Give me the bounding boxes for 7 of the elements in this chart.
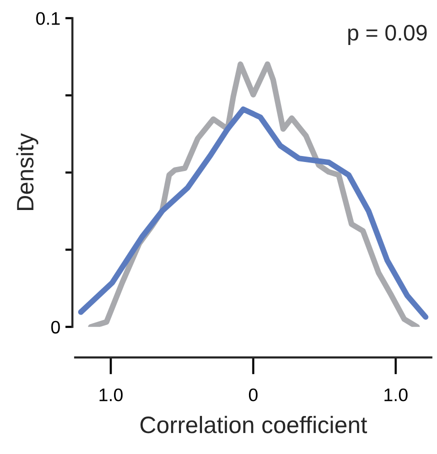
annotation: p = 0.09 — [348, 24, 427, 46]
x-axis-title: Correlation coefficient — [140, 416, 368, 434]
x-tick-label: 1.0 — [100, 388, 123, 402]
x-tick-label: 1.0 — [384, 388, 408, 402]
y-axis-title: Density — [16, 133, 38, 210]
y-tick-label: 0.1 — [36, 12, 60, 25]
x-tick-label: 0 — [248, 388, 258, 402]
